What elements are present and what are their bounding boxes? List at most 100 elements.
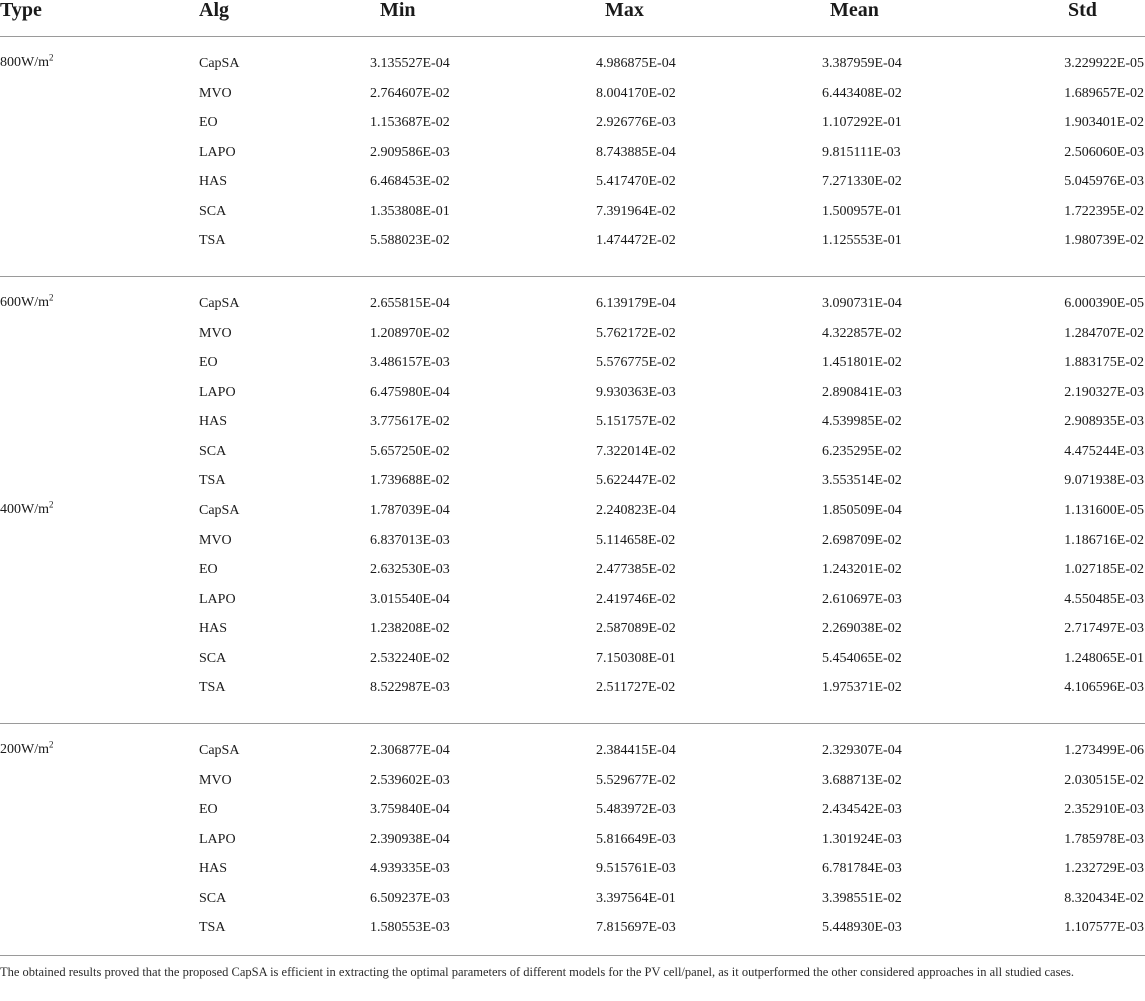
cell-max: 2.587089E-02 (596, 621, 676, 636)
cell-std: 3.229922E-05 (1064, 56, 1144, 71)
cell-alg: HAS (199, 621, 228, 636)
cell-min: 2.655815E-04 (370, 296, 450, 311)
cell-min: 2.539602E-03 (370, 772, 450, 788)
header-min: Min (380, 0, 416, 21)
group-type-label: 800W/m2 (0, 52, 54, 71)
group-type-value: 800W/m (0, 55, 49, 70)
cell-max: 5.483972E-03 (596, 802, 676, 817)
header-max: Max (605, 0, 644, 21)
cell-min: 2.306877E-04 (370, 743, 450, 758)
cell-alg: SCA (199, 203, 227, 219)
cell-std: 2.190327E-03 (1064, 384, 1144, 400)
cell-std: 2.717497E-03 (1064, 621, 1144, 636)
cell-mean: 6.781784E-03 (822, 861, 902, 876)
cell-std: 2.506060E-03 (1064, 144, 1144, 160)
cell-mean: 1.975371E-02 (822, 680, 902, 695)
group-type-superscript: 2 (49, 499, 54, 510)
cell-std: 4.550485E-03 (1064, 591, 1144, 607)
cell-alg: LAPO (199, 591, 236, 607)
cell-std: 1.273499E-06 (1064, 743, 1144, 758)
cell-min: 1.208970E-02 (370, 325, 450, 341)
cell-alg: TSA (199, 473, 226, 488)
table-row: CapSA 3.135527E-04 4.986875E-04 3.387959E-0… (0, 54, 1145, 74)
cell-max: 5.151757E-02 (596, 414, 676, 429)
cell-mean: 3.090731E-04 (822, 296, 902, 311)
cell-std: 1.248065E-01 (1064, 650, 1144, 666)
table-row: CapSA 2.655815E-04 6.139179E-04 3.090731E-0… (0, 294, 1145, 314)
cell-mean: 2.890841E-03 (822, 384, 902, 400)
table-row: SCA 2.532240E-02 7.150308E-01 5.454065E-02 1… (0, 649, 1145, 669)
cell-mean: 1.500957E-01 (822, 203, 902, 219)
cell-alg: MVO (199, 325, 232, 341)
group-type-value: 400W/m (0, 502, 49, 517)
cell-max: 1.474472E-02 (596, 233, 676, 248)
cell-alg: CapSA (199, 503, 240, 518)
cell-min: 3.135527E-04 (370, 56, 450, 71)
cell-std: 1.027185E-02 (1064, 562, 1144, 577)
table-row: HAS 3.775617E-02 5.151757E-02 4.539985E-02 2… (0, 412, 1145, 432)
cell-alg: LAPO (199, 384, 236, 400)
group-type-superscript: 2 (49, 52, 54, 63)
cell-std: 2.030515E-02 (1064, 772, 1144, 788)
cell-max: 2.240823E-04 (596, 503, 676, 518)
cell-max: 7.815697E-03 (596, 920, 676, 935)
cell-min: 1.238208E-02 (370, 621, 450, 636)
table-row: EO 1.153687E-02 2.926776E-03 1.107292E-01 1.… (0, 113, 1145, 133)
cell-max: 5.816649E-03 (596, 831, 676, 847)
cell-min: 8.522987E-03 (370, 680, 450, 695)
table-footnote: The obtained results proved that the pro… (0, 965, 1074, 979)
cell-alg: TSA (199, 233, 226, 248)
table-row: MVO 6.837013E-03 5.114658E-02 2.698709E-02 1… (0, 531, 1145, 551)
cell-mean: 4.322857E-02 (822, 325, 902, 341)
cell-min: 1.739688E-02 (370, 473, 450, 488)
table-row: EO 3.759840E-04 5.483972E-03 2.434542E-03 2.… (0, 800, 1145, 820)
cell-std: 9.071938E-03 (1064, 473, 1144, 488)
cell-min: 3.486157E-03 (370, 355, 450, 370)
cell-min: 1.153687E-02 (370, 115, 450, 130)
cell-std: 1.107577E-03 (1064, 920, 1144, 935)
cell-max: 9.515761E-03 (596, 861, 676, 876)
table-row: CapSA 1.787039E-04 2.240823E-04 1.850509E-0… (0, 501, 1145, 521)
group-type-label: 400W/m2 (0, 499, 54, 518)
cell-mean: 1.301924E-03 (822, 831, 902, 847)
cell-min: 1.580553E-03 (370, 920, 450, 935)
table-row: LAPO 2.909586E-03 8.743885E-04 9.815111E-03… (0, 143, 1145, 163)
cell-min: 5.588023E-02 (370, 233, 450, 248)
cell-mean: 7.271330E-02 (822, 174, 902, 189)
table-row: LAPO 3.015540E-04 2.419746E-02 2.610697E-03… (0, 590, 1145, 610)
cell-min: 2.764607E-02 (370, 85, 450, 101)
group-type-label: 600W/m2 (0, 293, 54, 311)
header-alg: Alg (199, 0, 229, 21)
cell-alg: EO (199, 355, 218, 370)
cell-alg: HAS (199, 414, 228, 429)
cell-alg: LAPO (199, 831, 236, 847)
cell-max: 2.511727E-02 (596, 680, 676, 695)
table-row: TSA 1.739688E-02 5.622447E-02 3.553514E-02 9… (0, 471, 1145, 491)
cell-alg: EO (199, 562, 218, 577)
cell-min: 3.759840E-04 (370, 802, 450, 817)
table-row: HAS 4.939335E-03 9.515761E-03 6.781784E-03 1… (0, 859, 1145, 879)
header-std: Std (1068, 0, 1097, 21)
cell-min: 2.390938E-04 (370, 831, 450, 847)
table-row: MVO 2.539602E-03 5.529677E-02 3.688713E-02 2… (0, 771, 1145, 791)
cell-max: 5.417470E-02 (596, 174, 676, 189)
cell-min: 6.468453E-02 (370, 174, 450, 189)
group-type-superscript: 2 (49, 739, 54, 750)
cell-alg: SCA (199, 443, 227, 459)
cell-min: 3.775617E-02 (370, 414, 450, 429)
cell-mean: 2.698709E-02 (822, 532, 902, 548)
cell-min: 1.787039E-04 (370, 503, 450, 518)
cell-std: 4.475244E-03 (1064, 443, 1144, 459)
cell-std: 1.131600E-05 (1064, 503, 1144, 518)
table-row: TSA 5.588023E-02 1.474472E-02 1.125553E-01 1… (0, 231, 1145, 251)
cell-mean: 3.688713E-02 (822, 772, 902, 788)
cell-max: 5.576775E-02 (596, 355, 676, 370)
cell-alg: CapSA (199, 296, 240, 311)
table-row: LAPO 2.390938E-04 5.816649E-03 1.301924E-03… (0, 830, 1145, 850)
cell-max: 2.419746E-02 (596, 591, 676, 607)
cell-max: 5.622447E-02 (596, 473, 676, 488)
cell-mean: 2.329307E-04 (822, 743, 902, 758)
cell-mean: 6.235295E-02 (822, 443, 902, 459)
table-row: MVO 2.764607E-02 8.004170E-02 6.443408E-02 1… (0, 84, 1145, 104)
cell-std: 5.045976E-03 (1064, 174, 1144, 189)
